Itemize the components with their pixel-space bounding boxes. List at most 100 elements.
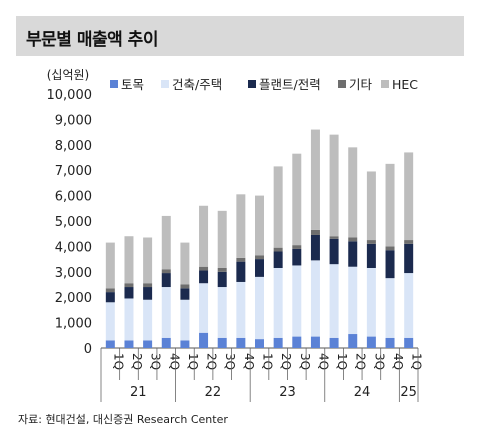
- bar-segment: [217, 267, 227, 272]
- bar-segment: [404, 152, 414, 241]
- bar-segment: [143, 283, 153, 288]
- bar-segment: [236, 257, 246, 262]
- bar-segment: [329, 238, 339, 265]
- bar-segment: [292, 336, 302, 348]
- bar-segment: [143, 299, 153, 341]
- bar-segment: [180, 299, 190, 341]
- bar-segment: [105, 302, 115, 341]
- bar-segment: [217, 271, 227, 288]
- bar-segment: [255, 276, 264, 340]
- bar-segment: [255, 255, 264, 260]
- x-tick-label: 4Q: [242, 353, 256, 370]
- bar-segment: [105, 292, 115, 303]
- legend-label: 플랜트/전력: [259, 77, 321, 92]
- y-tick-label: 10,000: [47, 88, 93, 103]
- bar-segment: [292, 153, 302, 246]
- bar-segment: [404, 243, 414, 274]
- bar-segment: [255, 339, 264, 348]
- bar-segment: [180, 288, 190, 300]
- bar-segment: [105, 242, 115, 289]
- bar-segment: [217, 337, 227, 348]
- bar-segment: [385, 250, 395, 279]
- legend-swatch: [248, 80, 256, 88]
- bar-segment: [273, 251, 283, 268]
- bar-segment: [236, 261, 246, 282]
- bar-segment: [143, 340, 153, 348]
- bar-segment: [404, 273, 414, 338]
- bar-segment: [273, 337, 283, 348]
- y-tick-label: 1,000: [55, 317, 92, 332]
- legend-label: HEC: [392, 77, 418, 92]
- bar-segment: [366, 243, 376, 268]
- bar-segment: [366, 336, 376, 348]
- x-tick-label: 4Q: [167, 353, 181, 370]
- bar-segment: [366, 171, 376, 241]
- bar-segment: [236, 194, 246, 258]
- bar-segment: [199, 270, 209, 284]
- bar-segment: [217, 210, 227, 268]
- bar-segment: [161, 273, 171, 288]
- bar-segment: [217, 287, 227, 338]
- bar-segment: [273, 247, 283, 252]
- bar-segment: [292, 265, 302, 337]
- bar-segment: [348, 334, 358, 348]
- y-tick-label: 3,000: [55, 266, 92, 281]
- bar-segment: [310, 336, 320, 348]
- x-tick-label: 3Q: [372, 353, 386, 370]
- bar-segment: [273, 166, 283, 248]
- year-label: 23: [279, 385, 296, 400]
- bar-segment: [161, 337, 171, 348]
- y-tick-label: 0: [84, 342, 92, 357]
- bar-segment: [199, 266, 209, 271]
- bar-segment: [180, 242, 190, 285]
- year-label: 25: [400, 385, 417, 400]
- bar-segment: [329, 134, 339, 237]
- y-tick-label: 9,000: [55, 113, 92, 128]
- legend-label: 기타: [349, 77, 373, 92]
- bar-segment: [366, 240, 376, 244]
- legend-label: 건축/주택: [172, 77, 222, 92]
- year-label: 21: [130, 385, 147, 400]
- x-tick-label: 3Q: [223, 353, 237, 370]
- bar-segment: [366, 267, 376, 337]
- x-tick-label: 3Q: [149, 353, 163, 370]
- bar-segment: [385, 246, 395, 251]
- chart-header: 부문별 매출액 추이: [16, 16, 464, 56]
- bar-segment: [105, 288, 115, 293]
- legend-swatch: [161, 80, 169, 88]
- bar-segment: [199, 283, 209, 333]
- bar-segment: [329, 236, 339, 239]
- bar-segment: [310, 129, 320, 230]
- y-tick-label: 4,000: [55, 240, 92, 255]
- x-tick-label: 2Q: [205, 353, 219, 370]
- bar-segment: [124, 236, 134, 284]
- source-note: 자료: 현대건설, 대신증권 Research Center: [18, 413, 228, 426]
- bar-segment: [124, 283, 134, 288]
- bar-segment: [273, 267, 283, 338]
- x-tick-label: 1Q: [261, 353, 275, 370]
- chart-title: 부문별 매출액 추이: [26, 30, 158, 50]
- bar-segment: [161, 287, 171, 338]
- year-label: 24: [354, 385, 371, 400]
- bar-segment: [124, 287, 134, 299]
- bar-segment: [143, 287, 153, 300]
- y-tick-label: 2,000: [55, 291, 92, 306]
- x-tick-label: 1Q: [111, 353, 125, 370]
- bar-segment: [161, 269, 171, 274]
- bar-segment: [105, 340, 115, 348]
- bar-segment: [385, 337, 395, 348]
- x-tick-label: 2Q: [279, 353, 293, 370]
- x-tick-label: 4Q: [391, 353, 405, 370]
- bar-segment: [292, 245, 302, 249]
- bar-segment: [180, 284, 190, 289]
- y-tick-label: 6,000: [55, 190, 92, 205]
- x-tick-label: 2Q: [130, 353, 144, 370]
- x-tick-label: 1Q: [186, 353, 200, 370]
- x-tick-label: 1Q: [335, 353, 349, 370]
- bar-segment: [329, 264, 339, 338]
- bar-segment: [199, 332, 209, 348]
- bar-segment: [124, 340, 134, 348]
- bar-segment: [329, 337, 339, 348]
- bar-segment: [348, 266, 358, 335]
